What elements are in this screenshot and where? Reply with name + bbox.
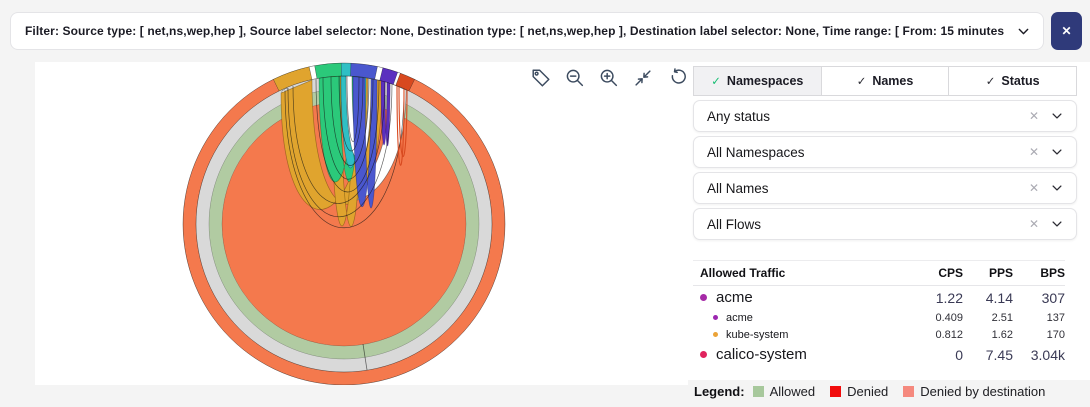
chevron-down-icon[interactable] xyxy=(1050,217,1064,231)
legend-title: Legend: xyxy=(694,384,745,399)
tab-namespaces[interactable]: ✓ Namespaces xyxy=(693,66,822,96)
namespace-bullet xyxy=(700,351,707,358)
traffic-table-header: Allowed Traffic CPS PPS BPS xyxy=(693,260,1065,286)
row-cps: 1.22 xyxy=(935,289,963,306)
flows-filter-dropdown[interactable]: All Flows ✕ xyxy=(693,208,1077,240)
dropdown-value: All Namespaces xyxy=(707,144,805,160)
row-cps: 0.409 xyxy=(935,311,963,324)
reset-view-icon[interactable] xyxy=(663,64,690,91)
fit-to-center-icon[interactable] xyxy=(629,64,656,91)
col-cps: CPS xyxy=(938,266,963,280)
table-row[interactable]: acme 0.409 2.51 137 xyxy=(693,309,1065,326)
legend-item-denied-by-destination: Denied by destination xyxy=(903,384,1045,399)
diagram-toolbar xyxy=(527,64,690,91)
chevron-down-icon[interactable] xyxy=(1050,181,1064,195)
denied-by-destination-swatch xyxy=(903,386,915,397)
row-label: acme xyxy=(716,289,753,306)
status-filter-dropdown[interactable]: Any status ✕ xyxy=(693,100,1077,132)
legend-bar: Legend: Allowed Denied Denied by destina… xyxy=(688,380,1090,403)
row-label: kube-system xyxy=(726,328,789,341)
namespaces-filter-dropdown[interactable]: All Namespaces ✕ xyxy=(693,136,1077,168)
check-icon: ✓ xyxy=(985,76,996,88)
namespace-bullet xyxy=(700,294,707,301)
check-icon: ✓ xyxy=(856,76,867,88)
allowed-swatch xyxy=(752,386,764,397)
row-bps: 3.04k xyxy=(1030,346,1065,363)
traffic-table: Allowed Traffic CPS PPS BPS acme 1.22 4.… xyxy=(693,260,1077,366)
namespace-bullet xyxy=(713,332,718,337)
tab-names[interactable]: ✓ Names xyxy=(821,66,950,96)
row-label: acme xyxy=(726,311,753,324)
clear-icon[interactable]: ✕ xyxy=(1028,217,1039,231)
table-row[interactable]: kube-system 0.812 1.62 170 xyxy=(693,326,1065,343)
dropdown-value: Any status xyxy=(707,108,771,124)
row-label: calico-system xyxy=(716,346,807,363)
row-pps: 7.45 xyxy=(985,346,1013,363)
label-tag-icon[interactable] xyxy=(527,64,554,91)
flow-chord-diagram[interactable] xyxy=(35,62,695,385)
row-bps: 137 xyxy=(1046,311,1065,324)
main-panel: ✓ Namespaces ✓ Names ✓ Status Any status… xyxy=(35,62,1090,385)
denied-swatch xyxy=(830,386,842,397)
tab-label: Status xyxy=(1001,74,1040,88)
names-filter-dropdown[interactable]: All Names ✕ xyxy=(693,172,1077,204)
close-filter-button[interactable]: ✕ xyxy=(1051,12,1082,50)
tab-label: Namespaces xyxy=(726,74,804,88)
zoom-out-icon[interactable] xyxy=(561,64,588,91)
row-pps: 2.51 xyxy=(991,311,1013,324)
filter-summary-bar[interactable]: Filter: Source type: [ net,ns,wep,hep ],… xyxy=(10,12,1044,50)
legend-item-allowed: Allowed xyxy=(752,384,815,399)
col-bps: BPS xyxy=(1040,266,1065,280)
clear-icon[interactable]: ✕ xyxy=(1028,145,1039,159)
check-icon: ✓ xyxy=(711,76,721,88)
row-cps: 0 xyxy=(955,346,963,363)
namespace-bullet xyxy=(713,315,718,320)
dropdown-value: All Names xyxy=(707,180,769,196)
col-pps: PPS xyxy=(988,266,1013,280)
chevron-down-icon[interactable] xyxy=(1050,145,1064,159)
chevron-down-icon[interactable] xyxy=(1050,109,1064,123)
filter-summary-text: Filter: Source type: [ net,ns,wep,hep ],… xyxy=(25,24,1008,38)
row-bps: 307 xyxy=(1041,289,1065,306)
chevron-down-icon[interactable] xyxy=(1016,24,1031,39)
dropdown-value: All Flows xyxy=(707,216,762,232)
clear-icon[interactable]: ✕ xyxy=(1028,109,1039,123)
table-row[interactable]: acme 1.22 4.14 307 xyxy=(693,286,1065,309)
row-pps: 1.62 xyxy=(991,328,1013,341)
side-panel: ✓ Namespaces ✓ Names ✓ Status Any status… xyxy=(693,66,1078,366)
tab-status[interactable]: ✓ Status xyxy=(949,66,1078,96)
tab-label: Names xyxy=(872,74,914,88)
row-bps: 170 xyxy=(1046,328,1065,341)
zoom-in-icon[interactable] xyxy=(595,64,622,91)
group-by-tabs: ✓ Namespaces ✓ Names ✓ Status xyxy=(693,66,1078,96)
clear-icon[interactable]: ✕ xyxy=(1028,181,1039,195)
col-allowed-traffic: Allowed Traffic xyxy=(700,266,786,280)
table-row[interactable]: calico-system 0 7.45 3.04k xyxy=(693,343,1065,366)
row-cps: 0.812 xyxy=(935,328,963,341)
row-pps: 4.14 xyxy=(985,289,1013,306)
legend-item-denied: Denied xyxy=(830,384,888,399)
